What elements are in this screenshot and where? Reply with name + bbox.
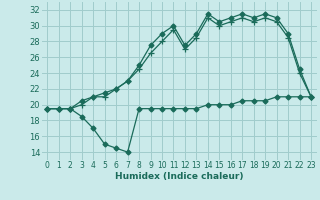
X-axis label: Humidex (Indice chaleur): Humidex (Indice chaleur)	[115, 172, 244, 181]
